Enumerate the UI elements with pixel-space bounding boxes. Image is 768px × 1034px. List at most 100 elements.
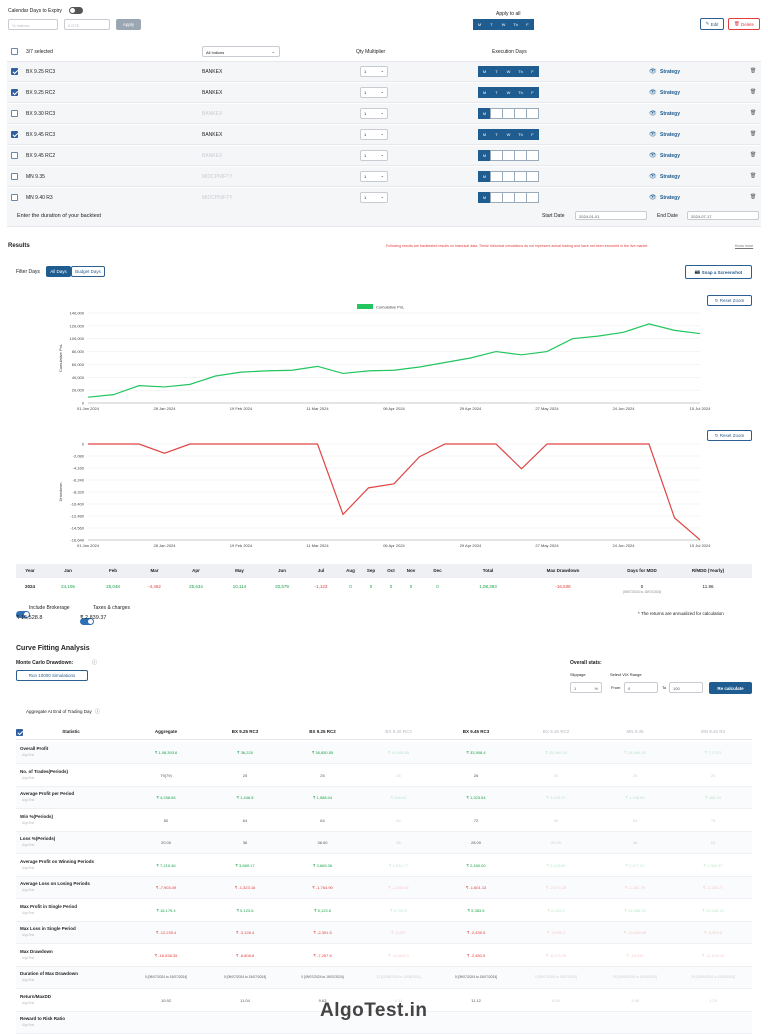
strategy-link[interactable]: Strategy xyxy=(660,90,680,96)
strategy-link[interactable]: Strategy xyxy=(660,174,680,180)
stats-cell: 0 [09/07/2024 to 15/07/2024] xyxy=(436,975,516,979)
stats-cell: ₹ 15,888.15 xyxy=(596,908,674,913)
slippage-label: Slippage xyxy=(570,672,586,677)
x-tick-label: 15 Jul 2024 xyxy=(690,406,711,411)
select-all-checkbox[interactable] xyxy=(11,48,18,55)
strategy-link[interactable]: Strategy xyxy=(660,195,680,201)
qty-multiplier-select[interactable]: 1⌄ xyxy=(360,171,388,182)
delete-button[interactable]: 🗑 Delete xyxy=(728,18,760,30)
eye-icon[interactable]: 👁 xyxy=(649,131,657,138)
index-select[interactable]: % Indices xyxy=(8,19,58,30)
brokerage-label: Include Brokerage xyxy=(29,605,70,611)
leg-checkbox[interactable] xyxy=(11,131,18,138)
apply-button[interactable]: Apply xyxy=(116,19,141,30)
all-indices-select[interactable]: All Indices⌄ xyxy=(202,46,280,57)
trash-icon[interactable]: 🗑 xyxy=(750,152,756,158)
leg-day-F[interactable]: F xyxy=(526,66,539,77)
y-tick-label: 0 xyxy=(82,401,85,406)
eye-icon[interactable]: 👁 xyxy=(649,194,657,201)
edit-button[interactable]: ✎ Edit xyxy=(700,18,724,30)
trash-icon[interactable]: 🗑 xyxy=(750,110,756,116)
stats-cell: ₹ 10,638.15 xyxy=(674,908,752,913)
x-tick-label: 11 Mar 2024 xyxy=(306,406,329,411)
eye-icon[interactable]: 👁 xyxy=(649,110,657,117)
trash-icon[interactable]: 🗑 xyxy=(750,89,756,95)
y-tick-label: 140,000 xyxy=(70,311,85,316)
trash-icon[interactable]: 🗑 xyxy=(750,131,756,137)
qty-value: 1 xyxy=(364,132,366,137)
stats-row-sub: AlgoTest xyxy=(22,866,34,870)
stats-cell: 25 xyxy=(516,773,596,778)
calendar-days-toggle[interactable] xyxy=(69,7,83,14)
qty-multiplier-select[interactable]: 1⌄ xyxy=(360,192,388,203)
info-icon: ⓘ xyxy=(92,659,97,666)
stats-cell: ₹ 15,965.65 xyxy=(361,750,436,755)
leg-day-F[interactable] xyxy=(526,171,539,182)
leg-day-F[interactable]: F xyxy=(526,87,539,98)
summary-cell: 0 xyxy=(361,584,381,589)
leg-day-F[interactable] xyxy=(526,150,539,161)
stats-cell: ₹ 5,123.6 xyxy=(284,908,361,913)
eye-icon[interactable]: 👁 xyxy=(649,152,657,159)
y-tick-label: -8,320 xyxy=(73,490,85,495)
mdd-date-range: [09/07/2024 to 15/07/2024] xyxy=(604,590,680,594)
leg-checkbox[interactable] xyxy=(11,173,18,180)
leg-day-F[interactable] xyxy=(526,108,539,119)
recalculate-button[interactable]: Re calculate xyxy=(709,682,752,694)
apply-all-day-F[interactable]: F xyxy=(521,19,534,30)
leg-checkbox[interactable] xyxy=(11,110,18,117)
from-input[interactable]: 0 xyxy=(624,682,658,693)
stats-cell: ₹ 1,364.37 xyxy=(674,863,752,868)
all-days-button[interactable]: All Days xyxy=(46,266,71,277)
qty-multiplier-select[interactable]: 1⌄ xyxy=(360,108,388,119)
leg-day-F[interactable]: F xyxy=(526,129,539,140)
leg-checkbox[interactable] xyxy=(11,152,18,159)
stats-cell: ₹ -10,604.3 xyxy=(361,953,436,958)
leg-day-F[interactable] xyxy=(526,192,539,203)
stats-cell: ₹ -16,538.35 xyxy=(126,953,206,958)
stats-cell: 3.98 xyxy=(596,998,674,1003)
trash-icon[interactable]: 🗑 xyxy=(750,68,756,74)
strategy-link[interactable]: Strategy xyxy=(660,132,680,138)
to-input[interactable]: 100 xyxy=(669,682,703,693)
qty-multiplier-select[interactable]: 1⌄ xyxy=(360,150,388,161)
duration-label: Enter the duration of your backtest xyxy=(17,213,101,219)
stats-cell: 25 xyxy=(206,773,284,778)
stats-cell: 72 xyxy=(436,818,516,823)
eye-icon[interactable]: 👁 xyxy=(649,173,657,180)
strategy-link[interactable]: Strategy xyxy=(660,153,680,159)
trash-icon[interactable]: 🗑 xyxy=(750,194,756,200)
qty-multiplier-select[interactable]: 1⌄ xyxy=(360,87,388,98)
leg-checkbox[interactable] xyxy=(11,68,18,75)
strategy-link[interactable]: Strategy xyxy=(660,69,680,75)
summary-cell: -1,123 xyxy=(302,584,340,589)
leg-checkbox[interactable] xyxy=(11,89,18,96)
stats-row-label: Overall Profit xyxy=(20,746,48,751)
eye-icon[interactable]: 👁 xyxy=(649,68,657,75)
leg-checkbox[interactable] xyxy=(11,194,18,201)
snap-screenshot-button[interactable]: 📷 Snap a Screenshot xyxy=(685,265,752,279)
know-more-link[interactable]: Know more xyxy=(735,244,753,248)
summary-header-cell: Dec xyxy=(421,568,454,573)
qty-multiplier-select[interactable]: 1⌄ xyxy=(360,66,388,77)
trash-icon[interactable]: 🗑 xyxy=(750,173,756,179)
stats-cell: ₹ -2,435.5 xyxy=(436,930,516,935)
slippage-input[interactable]: 1% xyxy=(570,682,602,693)
dte-select[interactable]: 0 DTE xyxy=(64,19,110,30)
end-date-input[interactable]: 2024-07-17 xyxy=(687,211,759,220)
start-date-input[interactable]: 2024-01-01 xyxy=(575,211,647,220)
qty-multiplier-select[interactable]: 1⌄ xyxy=(360,129,388,140)
strategy-link[interactable]: Strategy xyxy=(660,111,680,117)
budget-days-button[interactable]: Budget Days xyxy=(71,266,105,277)
y-tick-label: 100,000 xyxy=(70,336,85,341)
run-simulations-button[interactable]: Run 10000 Simulations xyxy=(16,670,88,681)
eye-icon[interactable]: 👁 xyxy=(649,89,657,96)
stats-row-label: Max Loss in Single Period xyxy=(20,926,76,931)
stats-cell: 20.00 xyxy=(516,840,596,845)
summary-cell: 0 xyxy=(340,584,361,589)
